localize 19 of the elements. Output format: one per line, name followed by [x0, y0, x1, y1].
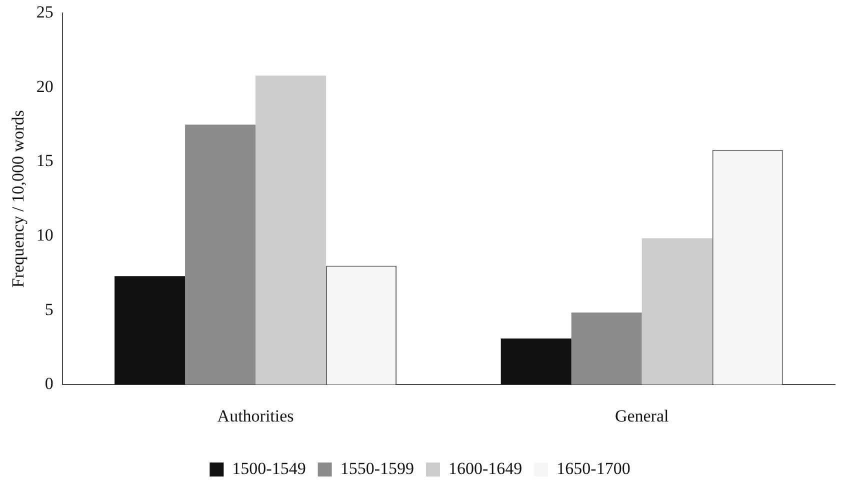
y-tick-label: 20 — [36, 76, 54, 96]
bar — [114, 276, 186, 385]
bar — [256, 76, 326, 385]
y-tick-label: 0 — [44, 374, 54, 394]
legend-label: 1500-1549 — [232, 458, 306, 478]
y-tick-label: 5 — [44, 300, 54, 319]
y-tick-label: 15 — [36, 151, 54, 170]
legend-label: 1550-1599 — [340, 458, 414, 478]
y-axis-title: Frequency / 10,000 words — [8, 110, 28, 288]
legend-label: 1650-1700 — [556, 458, 630, 478]
x-tick-label: Authorities — [217, 406, 294, 426]
bar — [571, 312, 642, 385]
bar — [500, 338, 572, 385]
y-tick-label: 10 — [36, 226, 54, 245]
x-tick-label: General — [614, 406, 670, 426]
bar — [185, 124, 256, 385]
bar — [642, 238, 712, 385]
y-tick-label: 25 — [36, 2, 54, 22]
legend-label: 1600-1649 — [448, 458, 522, 478]
